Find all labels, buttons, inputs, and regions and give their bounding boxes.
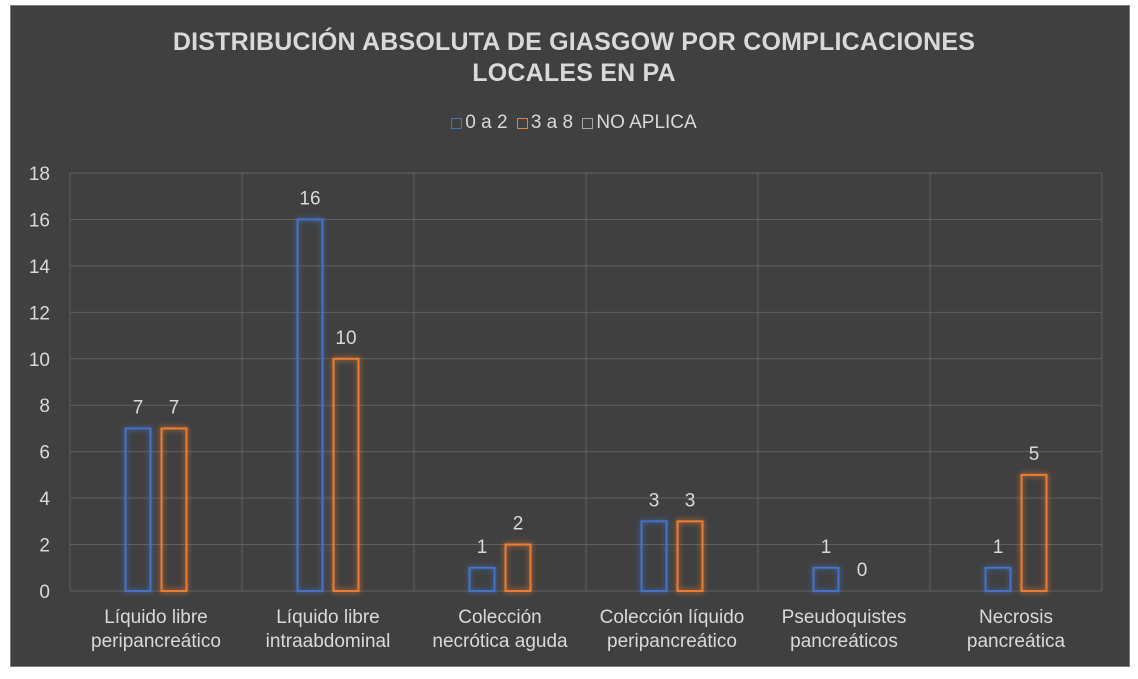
legend-swatch-0-a-2: [451, 117, 463, 129]
x-tick-label: peripancreático: [91, 631, 221, 652]
bar-0-a-2-3: [640, 520, 668, 592]
y-tick-label: 12: [29, 303, 50, 324]
x-tick-label: Colección líquido: [600, 607, 745, 628]
legend-label-3-a-8: 3 a 8: [530, 112, 574, 133]
legend-swatch-no-aplica: [582, 117, 594, 129]
bar-3-a-8-0: [160, 427, 188, 593]
y-tick-label: 18: [29, 164, 50, 185]
legend-item-0-a-2: 0 a 2: [451, 112, 508, 134]
chart-title-line-1: DISTRIBUCIÓN ABSOLUTA DE GIASGOW POR COM…: [172, 28, 976, 56]
data-label: 1: [821, 537, 832, 558]
bar-0-a-2-1: [296, 218, 324, 592]
chart-title-line-2: LOCALES EN PA: [472, 59, 676, 87]
y-tick-label: 16: [29, 210, 50, 231]
data-label: 1: [993, 537, 1004, 558]
bar-3-a-8-2: [504, 543, 532, 592]
x-tick-label: intraabdominal: [266, 631, 391, 652]
bar-3-a-8-3: [676, 520, 704, 592]
y-tick-label: 6: [39, 443, 50, 464]
data-label: 3: [685, 490, 696, 511]
x-tick-label: Pseudoquistes: [782, 607, 907, 628]
y-tick-label: 10: [29, 350, 50, 371]
x-tick-label: necrótica aguda: [432, 631, 568, 652]
bar-0-a-2-0: [124, 427, 152, 593]
y-tick-label: 8: [39, 396, 50, 417]
bar-0-a-2-2: [468, 566, 496, 592]
y-tick-label: 4: [39, 489, 50, 510]
x-tick-label: Líquido libre: [276, 607, 380, 628]
bar-3-a-8-1: [332, 357, 360, 592]
y-tick-label: 2: [39, 536, 50, 557]
legend-label-0-a-2: 0 a 2: [465, 112, 508, 133]
chart-frame: [10, 5, 1130, 667]
legend-item-3-a-8: 3 a 8: [516, 112, 574, 134]
data-label: 7: [133, 397, 144, 418]
y-tick-label: 14: [29, 257, 51, 278]
bar-3-a-8-5: [1020, 473, 1048, 592]
chart-legend: 0 a 2 3 a 8 NO APLICA: [0, 112, 1138, 135]
bar-0-a-2-5: [984, 566, 1012, 592]
legend-item-no-aplica: NO APLICA: [582, 112, 697, 134]
bar-0-a-2-4: [812, 566, 840, 592]
x-tick-label: Líquido libre: [104, 607, 208, 628]
x-tick-label: pancreáticos: [790, 631, 898, 652]
data-label: 3: [649, 490, 660, 511]
x-tick-label: Colección: [458, 607, 541, 628]
data-label: 2: [513, 514, 524, 535]
data-label: 1: [477, 537, 488, 558]
data-label: 16: [299, 188, 320, 209]
legend-label-no-aplica: NO APLICA: [596, 112, 697, 133]
data-label: 0: [857, 560, 868, 581]
data-label: 10: [335, 328, 356, 349]
y-tick-label: 0: [39, 582, 50, 603]
x-tick-label: peripancreático: [607, 631, 737, 652]
data-label: 7: [169, 397, 180, 418]
x-tick-label: pancreática: [967, 631, 1066, 652]
data-label: 5: [1029, 444, 1040, 465]
legend-swatch-3-a-8: [516, 117, 528, 129]
x-tick-label: Necrosis: [979, 607, 1053, 628]
